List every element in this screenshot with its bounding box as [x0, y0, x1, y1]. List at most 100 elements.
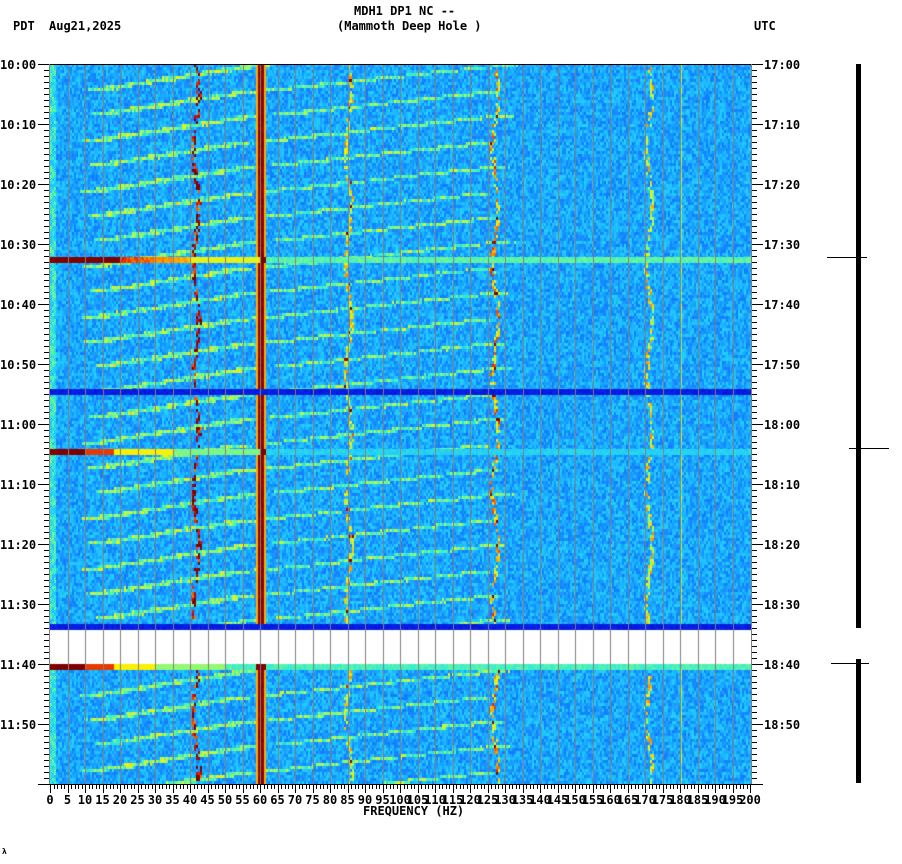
x-tick	[341, 784, 342, 789]
x-tick	[190, 784, 191, 793]
x-tick	[691, 784, 692, 789]
x-tick	[145, 784, 146, 789]
x-tick	[134, 784, 135, 789]
frequency-tick-label: 5	[63, 793, 72, 807]
x-tick	[187, 784, 188, 789]
x-tick	[747, 784, 748, 789]
frequency-tick-label: 200	[739, 793, 761, 807]
y-tick	[44, 292, 50, 293]
y-tick	[751, 70, 757, 71]
x-tick	[712, 784, 713, 789]
y-tick	[44, 148, 50, 149]
y-tick	[44, 436, 50, 437]
y-tick	[44, 232, 50, 233]
frequency-tick-label: 160	[599, 793, 621, 807]
trace-segment	[856, 659, 861, 783]
y-tick	[44, 694, 50, 695]
x-tick	[106, 784, 107, 789]
y-tick	[751, 568, 757, 569]
y-tick	[44, 262, 50, 263]
frequency-tick-label: 95	[375, 793, 390, 807]
x-tick	[701, 784, 702, 789]
x-tick	[463, 784, 464, 789]
y-tick	[751, 610, 757, 611]
y-tick	[751, 580, 757, 581]
x-tick	[663, 784, 664, 793]
y-tick	[751, 754, 757, 755]
x-tick	[208, 784, 209, 793]
x-tick	[271, 784, 272, 789]
x-tick	[99, 784, 100, 789]
frequency-tick-label: 165	[616, 793, 639, 807]
frequency-tick-label: 55	[235, 793, 250, 807]
x-tick	[565, 784, 566, 789]
y-tick	[751, 640, 757, 641]
frequency-tick-label: 85	[340, 793, 355, 807]
x-tick	[684, 784, 685, 789]
left-time-label: 10:20	[0, 178, 37, 192]
y-tick	[751, 436, 757, 437]
y-tick	[751, 232, 757, 233]
x-tick	[197, 784, 198, 789]
x-tick	[656, 784, 657, 789]
x-tick	[232, 784, 233, 789]
right-time-label: 17:40	[764, 298, 801, 312]
x-tick	[537, 784, 538, 789]
x-tick	[120, 784, 121, 793]
y-tick	[44, 676, 50, 677]
x-tick	[677, 784, 678, 789]
y-tick	[44, 718, 50, 719]
y-tick	[751, 472, 757, 473]
x-tick	[246, 784, 247, 789]
y-tick	[44, 256, 50, 257]
y-tick	[751, 304, 763, 305]
y-tick	[44, 508, 50, 509]
x-tick	[698, 784, 699, 793]
y-tick	[751, 634, 757, 635]
x-tick	[194, 784, 195, 789]
frequency-tick-label: 65	[270, 793, 285, 807]
right-time-label: 18:20	[764, 538, 801, 552]
y-tick	[751, 172, 757, 173]
x-tick	[526, 784, 527, 789]
frequency-tick-label: 50	[217, 793, 233, 807]
x-tick	[670, 784, 671, 789]
left-time-label: 10:00	[0, 58, 37, 72]
x-tick	[369, 784, 370, 789]
left-axis-line	[49, 64, 50, 784]
x-tick	[477, 784, 478, 789]
x-tick	[89, 784, 90, 789]
y-tick	[44, 280, 50, 281]
left-time-label: 11:20	[0, 538, 37, 552]
y-tick	[751, 286, 757, 287]
y-tick	[751, 508, 757, 509]
x-tick	[274, 784, 275, 789]
y-tick	[38, 304, 50, 305]
y-tick	[751, 106, 757, 107]
y-tick	[44, 172, 50, 173]
y-tick	[751, 394, 757, 395]
y-tick	[751, 622, 757, 623]
x-tick	[355, 784, 356, 789]
right-time-label: 18:00	[764, 418, 801, 432]
y-tick	[751, 280, 757, 281]
y-tick	[44, 268, 50, 269]
x-tick	[267, 784, 268, 789]
x-tick	[239, 784, 240, 789]
x-tick	[467, 784, 468, 789]
y-tick	[751, 448, 757, 449]
x-tick	[642, 784, 643, 789]
y-tick	[751, 598, 757, 599]
y-tick	[751, 262, 757, 263]
x-tick	[348, 784, 349, 793]
x-tick	[736, 784, 737, 789]
x-tick	[733, 784, 734, 793]
x-tick	[680, 784, 681, 793]
x-tick	[68, 784, 69, 793]
y-tick	[751, 238, 757, 239]
x-tick	[635, 784, 636, 789]
x-tick	[628, 784, 629, 793]
y-tick	[751, 424, 763, 425]
x-tick	[92, 784, 93, 789]
x-tick	[715, 784, 716, 793]
